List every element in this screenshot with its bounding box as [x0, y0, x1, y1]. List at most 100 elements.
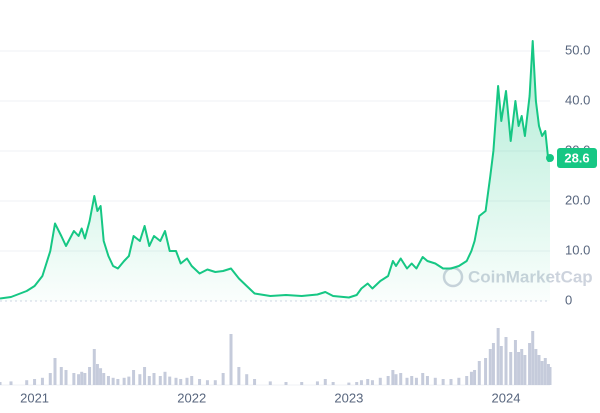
volume-bar: [546, 364, 550, 385]
volume-bar: [253, 379, 257, 385]
volume-bar: [315, 381, 319, 385]
volume-bar: [245, 374, 249, 385]
volume-bar: [158, 376, 162, 385]
volume-bar: [213, 380, 217, 385]
volume-bar: [347, 382, 351, 385]
y-tick-label: 20.0: [565, 192, 590, 207]
volume-bar: [355, 382, 359, 385]
volume-bar: [174, 377, 178, 385]
volume-bar: [83, 373, 87, 385]
volume-bar: [284, 382, 288, 385]
volume-bar: [496, 328, 500, 385]
volume-bar: [179, 379, 183, 385]
volume-bar: [116, 379, 120, 385]
volume-bar: [394, 374, 398, 385]
volume-bar: [80, 371, 84, 385]
volume-bar: [53, 358, 57, 385]
volume-bar: [88, 367, 92, 385]
x-tick-label: 2021: [20, 390, 49, 405]
volume-bar: [366, 379, 370, 385]
volume-bar: [433, 377, 437, 385]
volume-bar: [488, 349, 492, 385]
volume-bar: [40, 377, 44, 385]
volume-bar: [531, 331, 535, 385]
volume-bar: [33, 379, 37, 385]
volume-bar: [528, 343, 532, 385]
price-badge-label: 28.6: [564, 150, 589, 165]
volume-bar: [465, 376, 469, 385]
y-tick-label: 50.0: [565, 42, 590, 57]
volume-bar: [484, 358, 488, 385]
volume-bar: [221, 373, 225, 385]
volume-bar: [378, 377, 382, 385]
volume-bar: [59, 367, 63, 385]
volume-bar: [331, 382, 335, 385]
volume-bar: [92, 349, 96, 385]
volume-bar: [523, 355, 527, 385]
volume-bar: [513, 340, 517, 385]
volume-bar: [300, 382, 304, 385]
volume-bar: [323, 379, 327, 385]
volume-bar: [147, 376, 151, 385]
volume-bar: [504, 337, 508, 385]
volume-bar: [102, 373, 106, 385]
volume-bar: [9, 381, 13, 385]
volume-bar: [399, 373, 403, 385]
volume-bar: [457, 377, 461, 385]
volume-bar: [537, 355, 541, 385]
volume-bar: [370, 380, 374, 385]
volume-bar: [473, 370, 477, 385]
volume-bar: [190, 376, 194, 385]
volume-bar: [237, 367, 241, 385]
x-tick-label: 2024: [492, 390, 521, 405]
volume-bar: [534, 349, 538, 385]
volume-bar: [414, 377, 418, 385]
volume-bar: [509, 352, 513, 385]
price-line: [0, 40, 551, 300]
volume-bar: [359, 380, 363, 385]
volume-bar: [127, 376, 131, 385]
volume-bar: [122, 377, 126, 385]
volume-bar: [449, 379, 453, 385]
volume-bar: [0, 382, 2, 385]
volume-bar: [548, 367, 552, 385]
volume-bar: [205, 380, 209, 385]
y-tick-label: 40.0: [565, 92, 590, 107]
volume-bar: [99, 368, 103, 385]
y-tick-label: 10.0: [565, 242, 590, 257]
volume-bar: [543, 358, 547, 385]
volume-bar: [143, 367, 147, 385]
x-tick-label: 2023: [334, 390, 363, 405]
volume-bar: [520, 349, 524, 385]
volume-bar: [425, 376, 429, 385]
volume-bar: [138, 374, 142, 385]
volume-bar: [491, 343, 495, 385]
y-tick-label: 0: [565, 292, 572, 307]
volume-bar: [198, 379, 202, 385]
volume-bar: [421, 373, 425, 385]
volume-bar: [185, 377, 189, 385]
volume-bar: [469, 371, 473, 385]
volume-bar: [391, 370, 395, 385]
volume-bar: [132, 370, 136, 385]
volume-bar: [441, 379, 445, 385]
volume-bar: [477, 361, 481, 385]
volume-bar: [77, 374, 81, 385]
volume-bar: [48, 373, 52, 385]
volume-bar: [229, 334, 233, 385]
area: [0, 41, 550, 301]
volume-bar: [268, 381, 272, 385]
volume-bar: [540, 361, 544, 385]
price-badge: [557, 148, 597, 168]
volume-bar: [25, 380, 29, 385]
volume-bar: [95, 364, 99, 385]
volume-bar: [163, 371, 167, 385]
x-tick-label: 2022: [177, 390, 206, 405]
volume-bar: [152, 373, 156, 385]
current-dot: [546, 154, 554, 162]
volume-bar: [64, 370, 68, 385]
volume-bar: [106, 376, 110, 385]
volume-bar: [168, 376, 172, 385]
volume-bar: [386, 376, 390, 385]
